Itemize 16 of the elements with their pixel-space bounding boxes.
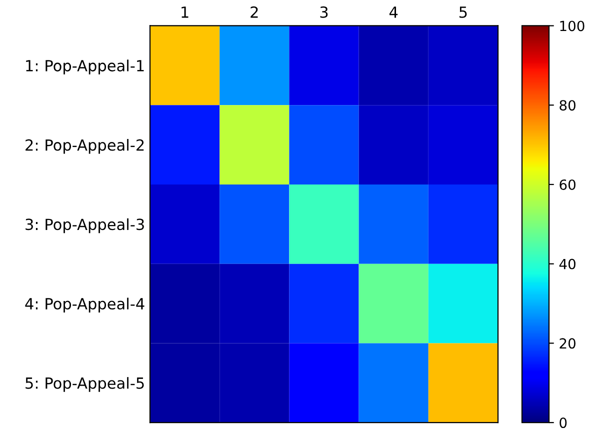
x-tick-label: 5 (460, 6, 467, 18)
x-tick-label: 4 (389, 6, 398, 18)
color-bar-label: 20 (560, 338, 576, 349)
color-bar-label: 40 (559, 258, 576, 270)
y-tick-label: 4: Pop-Appeal-4 (25, 298, 144, 312)
y-tick-label: 2: Pop-Appeal-2 (26, 138, 144, 154)
color-bar-label: 0 (560, 418, 567, 428)
y-tick-label: 5: Pop-Appeal-5 (26, 377, 144, 392)
x-tick-label: 3 (320, 6, 328, 18)
color-bar-label: 60 (560, 179, 576, 190)
y-tick-label: 1: Pop-Appeal-1 (26, 60, 144, 74)
x-tick-label: 1 (182, 6, 188, 18)
y-tick-label: 3: Pop-Appeal-3 (26, 218, 144, 234)
x-tick-label: 2 (250, 6, 258, 18)
color-bar-label: 100 (560, 20, 584, 32)
color-bar-label: 80 (560, 100, 576, 111)
